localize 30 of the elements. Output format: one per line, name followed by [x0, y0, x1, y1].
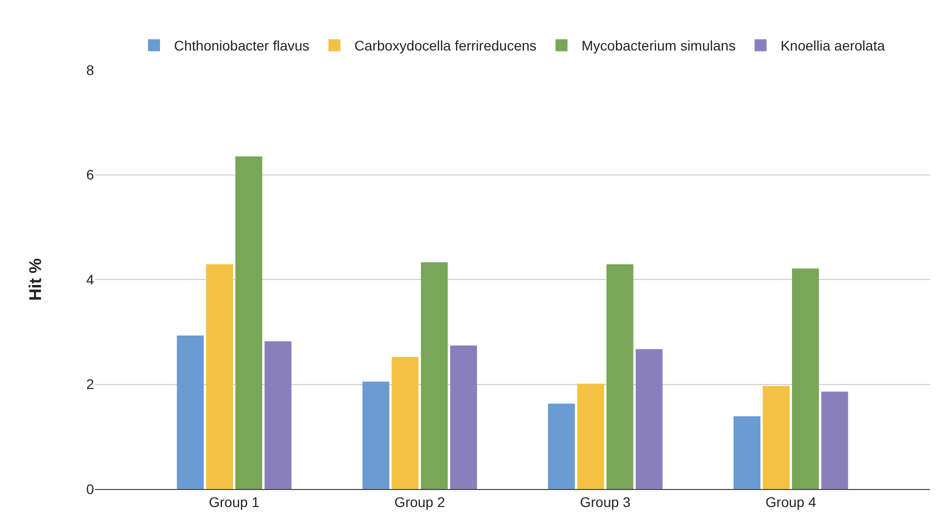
- legend-label: Chthoniobacter flavus: [174, 38, 310, 54]
- bar: [176, 336, 204, 489]
- bar: [636, 349, 663, 489]
- bar: [792, 268, 819, 489]
- bar: [606, 264, 634, 489]
- x-tick-label: Group 3: [580, 494, 631, 510]
- bar: [420, 262, 448, 489]
- legend-label: Mycobacterium simulans: [582, 38, 736, 54]
- bar: [577, 384, 604, 489]
- bar: [392, 357, 419, 489]
- legend-label: Carboxydocella ferrireducens: [354, 38, 537, 54]
- bar: [821, 392, 848, 489]
- bar: [206, 264, 233, 489]
- bar: [762, 386, 790, 489]
- y-tick-label: 6: [86, 166, 94, 183]
- bar: [734, 416, 760, 489]
- x-tick-label: Group 2: [394, 494, 446, 510]
- bar: [235, 156, 262, 489]
- bar: [450, 345, 477, 489]
- y-tick-label: 4: [86, 271, 94, 288]
- bar: [548, 404, 575, 489]
- x-tick-label: Group 1: [208, 494, 260, 510]
- legend-label: Knoellia aerolata: [780, 38, 886, 54]
- y-tick-label: 2: [86, 376, 94, 392]
- y-tick-label: 0: [86, 480, 94, 497]
- bar: [264, 341, 292, 489]
- x-tick-label: Group 4: [766, 494, 816, 510]
- y-tick-label: 8: [86, 62, 94, 78]
- y-axis-title: Hit %: [26, 258, 45, 301]
- bar: [362, 382, 390, 489]
